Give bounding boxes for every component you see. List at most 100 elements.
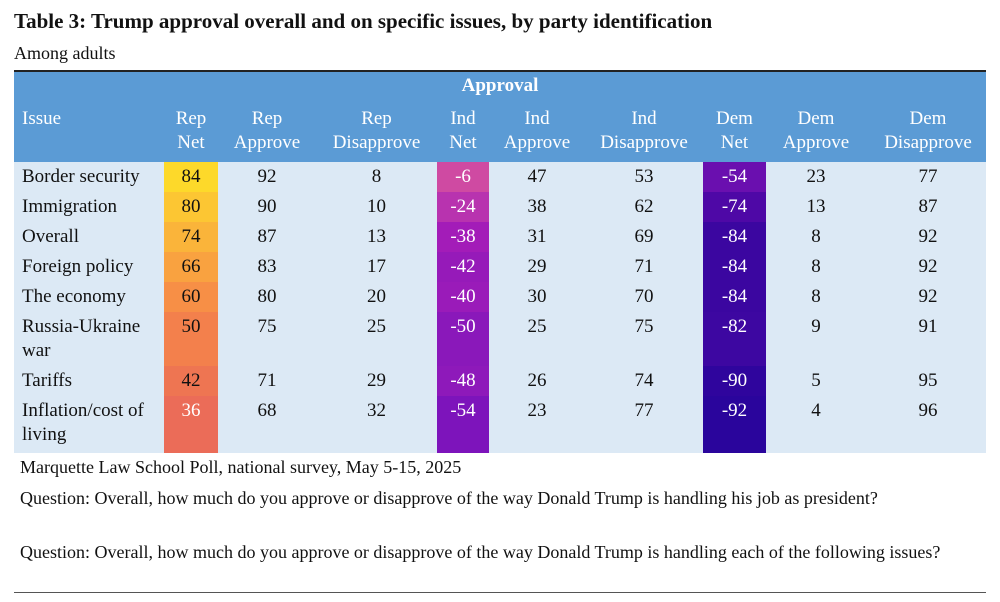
top-rule	[14, 70, 986, 72]
question-note-1: Question: Overall, how much do you appro…	[20, 488, 878, 508]
bottom-rule	[14, 592, 986, 593]
cell-dem-dis: 92	[918, 226, 938, 247]
cell-ind-app: 26	[527, 370, 547, 391]
cell-dem-net: -90	[721, 370, 748, 391]
cell-ind-dis: 74	[634, 370, 654, 391]
heat-cell-dem-net	[703, 396, 766, 453]
heat-cell-ind-net	[437, 282, 489, 312]
issue-label: Immigration	[22, 196, 117, 217]
cell-rep-dis: 32	[367, 400, 386, 421]
heat-cell-ind-net	[437, 366, 489, 396]
heat-cell-ind-net	[437, 252, 489, 282]
cell-rep-app: 71	[257, 370, 277, 391]
question-note-2: Question: Overall, how much do you appro…	[20, 542, 941, 562]
cell-dem-app: 4	[811, 400, 821, 421]
heat-cell-ind-net	[437, 162, 489, 192]
heat-cell-rep-net	[164, 252, 218, 282]
issue-label: The economy	[22, 286, 126, 307]
cell-rep-dis: 10	[367, 196, 386, 217]
cell-rep-net: 60	[181, 286, 201, 307]
table-title: Table 3: Trump approval overall and on s…	[14, 9, 713, 33]
table-row: Russia-Ukraine war 50 75 25 -50 25 75 -82 9 91	[14, 315, 986, 369]
cell-rep-net: 42	[181, 370, 201, 391]
cell-ind-net: -40	[450, 286, 476, 307]
cell-rep-app: 90	[257, 196, 277, 217]
cell-ind-dis: 71	[634, 256, 654, 277]
heat-cell-ind-net	[437, 192, 489, 222]
column-header-rep-net: Rep Net	[175, 108, 207, 153]
cell-dem-net: -84	[721, 226, 748, 247]
issue-label: Border security	[22, 166, 140, 187]
table-subtitle: Among adults	[14, 43, 116, 63]
cell-rep-dis: 17	[367, 256, 386, 277]
cell-dem-app: 5	[811, 370, 821, 391]
cell-dem-dis: 87	[918, 196, 938, 217]
cell-ind-app: 47	[527, 166, 547, 187]
cell-ind-app: 25	[527, 316, 547, 337]
cell-ind-app: 23	[527, 400, 547, 421]
heat-cell-ind-net	[437, 222, 489, 252]
cell-rep-app: 87	[257, 226, 277, 247]
cell-dem-dis: 92	[918, 286, 938, 307]
cell-rep-dis: 29	[367, 370, 386, 391]
heat-cell-rep-net	[164, 366, 218, 396]
heat-cell-dem-net	[703, 192, 766, 222]
cell-rep-app: 92	[257, 166, 277, 187]
cell-ind-app: 30	[527, 286, 547, 307]
table-row: The economy 60 80 20 -40 30 70 -84 8 92	[14, 285, 986, 315]
heat-cell-rep-net	[164, 162, 218, 192]
table-row: Border security 84 92 8 -6 47 53 -54 23 77	[14, 165, 986, 195]
cell-dem-net: -84	[721, 286, 748, 307]
heat-cell-rep-net	[164, 192, 218, 222]
column-header-ind-dis: Ind Disapprove	[600, 108, 688, 153]
heat-cell-dem-net	[703, 312, 766, 366]
table-row: Immigration 80 90 10 -24 38 62 -74 13 87	[14, 195, 986, 225]
heat-cell-rep-net	[164, 282, 218, 312]
cell-dem-dis: 92	[918, 256, 938, 277]
cell-dem-app: 23	[806, 166, 826, 187]
cell-dem-app: 8	[811, 286, 821, 307]
cell-rep-dis: 13	[367, 226, 386, 247]
heat-cell-dem-net	[703, 222, 766, 252]
cell-dem-app: 8	[811, 226, 821, 247]
heat-cell-dem-net	[703, 252, 766, 282]
cell-dem-dis: 77	[918, 166, 938, 187]
cell-ind-net: -6	[455, 166, 471, 187]
heat-cell-dem-net	[703, 282, 766, 312]
cell-ind-dis: 77	[634, 400, 654, 421]
column-header-dem-app: Dem Approve	[782, 108, 850, 153]
cell-ind-net: -24	[450, 196, 476, 217]
cell-dem-dis: 96	[918, 400, 938, 421]
cell-ind-dis: 75	[634, 316, 654, 337]
cell-ind-dis: 70	[634, 286, 654, 307]
cell-dem-net: -74	[721, 196, 748, 217]
cell-ind-net: -54	[450, 400, 476, 421]
table-body: Border security 84 92 8 -6 47 53 -54 23 77 Immigra…	[14, 162, 986, 453]
heat-cell-rep-net	[164, 396, 218, 453]
cell-ind-app: 31	[527, 226, 547, 247]
cell-dem-app: 13	[806, 196, 826, 217]
issue-label: Tariffs	[22, 370, 73, 391]
table-row: Tariffs 42 71 29 -48 26 74 -90 5 95	[14, 369, 986, 399]
cell-ind-net: -38	[450, 226, 476, 247]
column-header-rep-dis: Rep Disapprove	[332, 108, 421, 153]
cell-ind-net: -50	[450, 316, 476, 337]
column-header-dem-net: Dem Net	[716, 108, 753, 153]
cell-ind-app: 38	[527, 196, 547, 217]
cell-rep-net: 66	[181, 256, 201, 277]
cell-rep-net: 80	[181, 196, 201, 217]
cell-dem-dis: 91	[918, 316, 938, 337]
cell-dem-net: -82	[721, 316, 748, 337]
column-header-ind-app: Ind Approve	[503, 108, 571, 153]
cell-ind-dis: 62	[634, 196, 654, 217]
column-header-dem-dis: Dem Disapprove	[884, 108, 972, 153]
cell-rep-app: 80	[257, 286, 277, 307]
issue-label: Russia-Ukraine war	[22, 316, 141, 361]
heat-cell-dem-net	[703, 162, 766, 192]
table-row: Foreign policy 66 83 17 -42 29 71 -84 8 92	[14, 255, 986, 285]
cell-ind-dis: 53	[634, 166, 654, 187]
column-header-ind-net: Ind Net	[449, 108, 477, 153]
cell-rep-net: 84	[181, 166, 201, 187]
source-note: Marquette Law School Poll, national surv…	[20, 457, 462, 477]
cell-ind-net: -48	[450, 370, 476, 391]
